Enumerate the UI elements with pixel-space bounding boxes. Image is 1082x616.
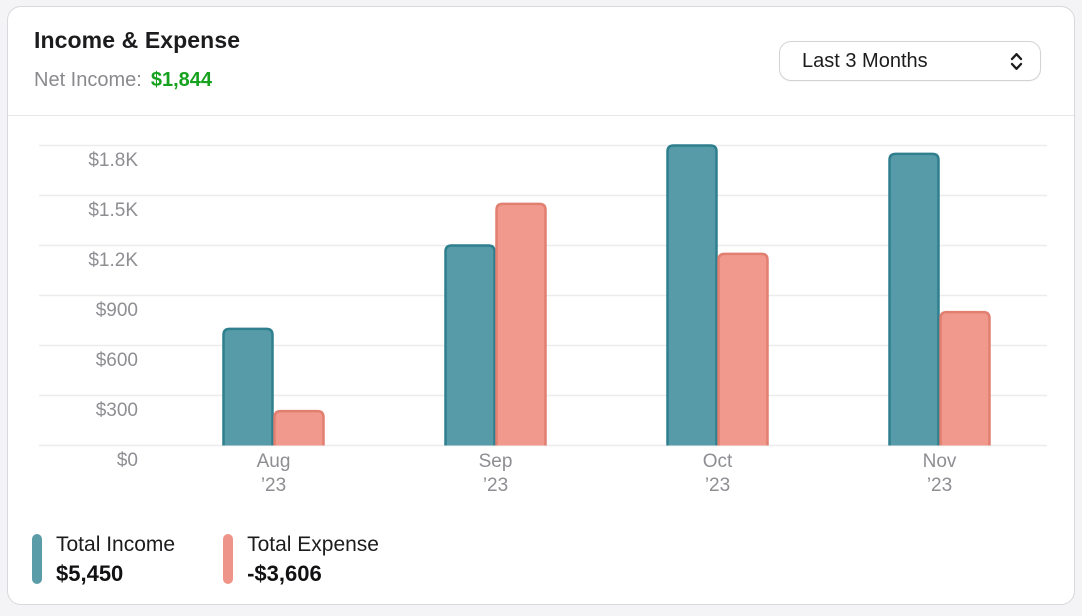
period-select[interactable]: Last 3 Months [779, 41, 1041, 81]
bar-total-expense-0[interactable] [273, 409, 325, 446]
legend-item-total-income: Total Income $5,450 [32, 531, 175, 588]
x-label-month-1: Sep [479, 451, 513, 472]
x-label-year-1: ’23 [483, 475, 508, 496]
legend-label: Total Income [56, 533, 176, 556]
y-tick-$1.2K: $1.2K [88, 250, 138, 271]
x-label-year-3: ’23 [927, 475, 952, 496]
y-tick-$1.8K: $1.8K [88, 150, 138, 171]
bar-total-expense-2[interactable] [717, 252, 769, 446]
legend-label: Total Expense [247, 533, 379, 556]
income-expense-bar-chart: $1.8K $1.5K $1.2K $900 $600 $300 $0 Aug ’23 Sep ’2… [39, 144, 1047, 496]
y-tick-$300: $300 [96, 400, 138, 421]
net-income-row: Net Income: $1,844 [34, 69, 212, 92]
y-tick-$600: $600 [96, 350, 138, 371]
chevron-up-down-icon [1009, 52, 1024, 71]
net-income-value: $1,844 [150, 69, 212, 91]
bar-total-expense-3[interactable] [939, 310, 991, 446]
total-income-swatch [32, 534, 42, 584]
y-tick-$0: $0 [117, 450, 138, 471]
total-expense-swatch [223, 534, 234, 584]
header-divider [8, 115, 1074, 116]
bar-total-income-3[interactable] [888, 152, 940, 446]
legend-item-total-expense: Total Expense -$3,606 [223, 531, 379, 588]
x-label-month-3: Nov [923, 451, 957, 472]
y-tick-$1.5K: $1.5K [88, 200, 138, 221]
x-label-year-2: ’23 [705, 475, 730, 496]
chart-legend: Total Income $5,450 Total Expense -$3,60… [32, 531, 379, 588]
bar-total-expense-1[interactable] [495, 202, 547, 446]
net-income-label: Net Income: [34, 69, 142, 91]
card-title: Income & Expense [34, 27, 241, 53]
bar-total-income-1[interactable] [444, 244, 496, 446]
x-label-year-0: ’23 [261, 475, 286, 496]
y-tick-$900: $900 [96, 300, 138, 321]
bar-total-income-2[interactable] [666, 144, 718, 446]
income-expense-card: Income & Expense Net Income: $1,844 Last… [7, 6, 1075, 605]
bar-total-income-0[interactable] [222, 327, 274, 446]
legend-value: -$3,606 [247, 561, 322, 586]
x-label-month-2: Oct [703, 451, 733, 472]
period-select-value: Last 3 Months [802, 49, 928, 72]
legend-value: $5,450 [56, 561, 124, 586]
x-label-month-0: Aug [257, 451, 291, 472]
